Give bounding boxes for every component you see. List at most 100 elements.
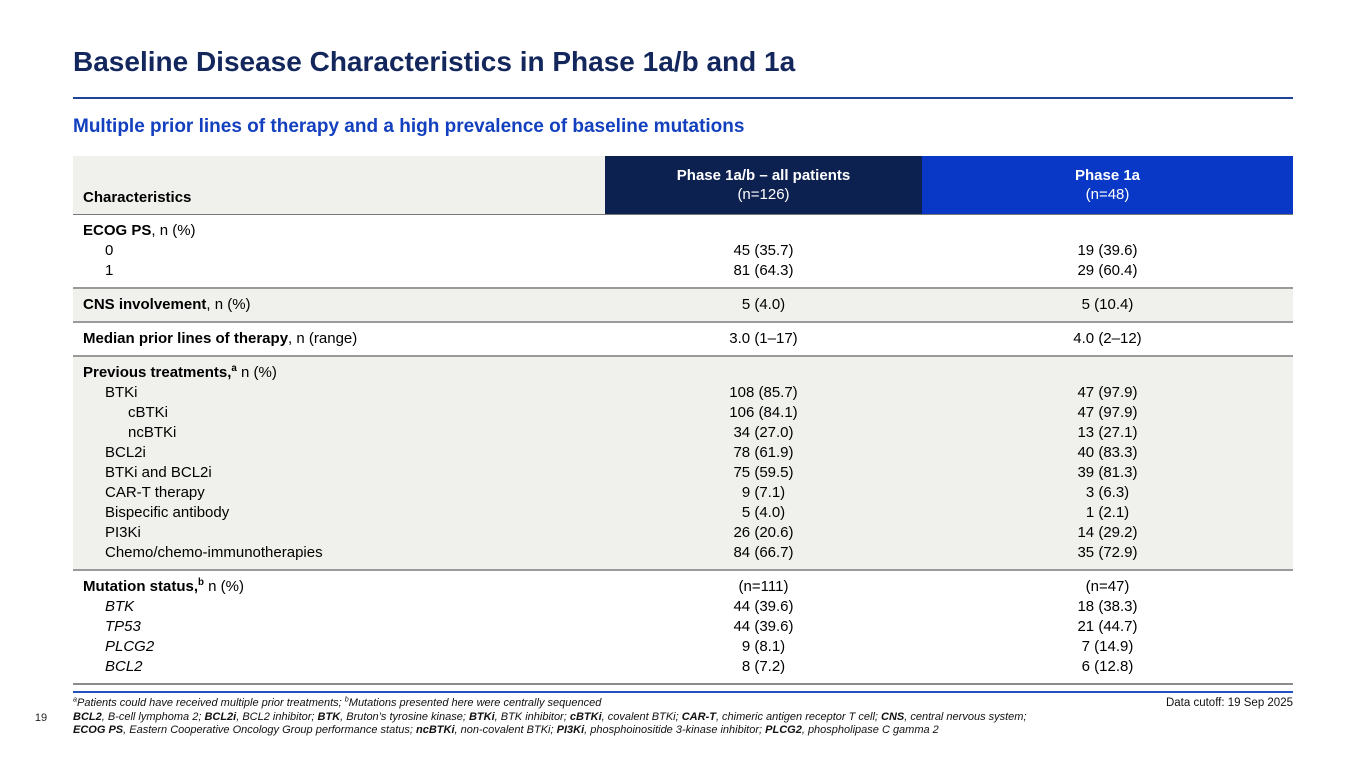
value-phase1a: 29 (60.4): [1077, 262, 1138, 279]
table-row: CAR-T therapy 9 (7.1) 3 (6.3): [73, 483, 1293, 503]
header-label: Phase 1a: [1074, 167, 1141, 184]
row-label: cBTKi: [128, 404, 169, 421]
header-cell-phase1ab: Phase 1a/b – all patients (n=126): [605, 156, 922, 214]
value-phase1a: 4.0 (2–12): [1073, 330, 1142, 347]
table-row: Mutation status,b n (%) (n=111) (n=47): [73, 577, 1293, 597]
row-label: BTKi and BCL2i: [105, 464, 212, 481]
table-row: CNS involvement, n (%) 5 (4.0) 5 (10.4): [73, 295, 1293, 315]
footnote-line: BCL2, B-cell lymphoma 2; BCL2i, BCL2 inh…: [73, 710, 1027, 723]
value-phase1ab: 9 (7.1): [741, 484, 786, 501]
row-label: ECOG PS, n (%): [83, 222, 196, 239]
row-label: PI3Ki: [105, 524, 141, 541]
value-phase1a: 7 (14.9): [1081, 638, 1134, 655]
row-label: ncBTKi: [128, 424, 177, 441]
value-phase1a: 6 (12.8): [1081, 658, 1134, 675]
page-number: 19: [34, 712, 48, 724]
row-label: BCL2i: [105, 444, 146, 461]
characteristics-table: Characteristics Phase 1a/b – all patient…: [73, 156, 1293, 685]
table-row: ECOG PS, n (%): [73, 221, 1293, 241]
value-phase1ab: 5 (4.0): [741, 504, 786, 521]
row-label: PLCG2: [105, 638, 155, 655]
table-group: Median prior lines of therapy, n (range)…: [73, 321, 1293, 355]
header-label: Phase 1a/b – all patients: [676, 167, 851, 184]
value-phase1ab: 84 (66.7): [733, 544, 794, 561]
header-sublabel: (n=126): [737, 186, 790, 203]
value-phase1a: 19 (39.6): [1077, 242, 1138, 259]
value-phase1a: 47 (97.9): [1077, 384, 1138, 401]
value-phase1a: 39 (81.3): [1077, 464, 1138, 481]
row-label: 0: [105, 242, 114, 259]
table-row: Median prior lines of therapy, n (range)…: [73, 329, 1293, 349]
value-phase1ab: 3.0 (1–17): [729, 330, 798, 347]
value-phase1ab: 26 (20.6): [733, 524, 794, 541]
row-label: Previous treatments,a n (%): [83, 363, 277, 381]
row-label: Mutation status,b n (%): [83, 577, 244, 595]
row-label: 1: [105, 262, 114, 279]
value-phase1a: 18 (38.3): [1077, 598, 1138, 615]
row-label: CAR-T therapy: [105, 484, 205, 501]
table-header-row: Characteristics Phase 1a/b – all patient…: [73, 156, 1293, 214]
value-phase1ab: 78 (61.9): [733, 444, 794, 461]
value-phase1ab: [605, 221, 922, 241]
value-phase1a: 35 (72.9): [1077, 544, 1138, 561]
table-group: ECOG PS, n (%) 0 45 (35.7) 19 (39.6) 1 81 (64…: [73, 215, 1293, 287]
slide-subtitle: Multiple prior lines of therapy and a hi…: [73, 116, 745, 137]
value-phase1ab: 81 (64.3): [733, 262, 794, 279]
value-phase1ab: 9 (8.1): [741, 638, 786, 655]
title-divider: [73, 97, 1293, 99]
row-label: Chemo/chemo-immunotherapies: [105, 544, 323, 561]
table-row: BTKi 108 (85.7) 47 (97.9): [73, 383, 1293, 403]
table-row: ncBTKi 34 (27.0) 13 (27.1): [73, 423, 1293, 443]
value-phase1a: [922, 363, 1293, 383]
header-sublabel: (n=48): [1085, 186, 1130, 203]
row-label: Median prior lines of therapy, n (range): [83, 330, 358, 347]
value-phase1ab: 5 (4.0): [741, 296, 786, 313]
value-phase1ab: 45 (35.7): [733, 242, 794, 259]
footnotes: aPatients could have received multiple p…: [73, 695, 1153, 738]
value-phase1a: 3 (6.3): [1085, 484, 1130, 501]
value-phase1a: 13 (27.1): [1077, 424, 1138, 441]
table-group: Mutation status,b n (%) (n=111) (n=47) BTK 4…: [73, 569, 1293, 683]
footnote-line: ECOG PS, Eastern Cooperative Oncology Gr…: [73, 724, 939, 736]
value-phase1a: 21 (44.7): [1077, 618, 1138, 635]
value-phase1a: 14 (29.2): [1077, 524, 1138, 541]
table-row: TP53 44 (39.6) 21 (44.7): [73, 617, 1293, 637]
table-row: Chemo/chemo-immunotherapies 84 (66.7) 35 (…: [73, 543, 1293, 563]
table-row: cBTKi 106 (84.1) 47 (97.9): [73, 403, 1293, 423]
table-group: Previous treatments,a n (%) BTKi 108 (85.7…: [73, 355, 1293, 569]
row-label: CNS involvement, n (%): [83, 296, 251, 313]
value-phase1a: [922, 221, 1293, 241]
value-phase1ab: [605, 363, 922, 383]
table-row: PLCG2 9 (8.1) 7 (14.9): [73, 637, 1293, 657]
row-label: Bispecific antibody: [105, 504, 230, 521]
table-body: ECOG PS, n (%) 0 45 (35.7) 19 (39.6) 1 81 (64…: [73, 214, 1293, 685]
table-row: Previous treatments,a n (%): [73, 363, 1293, 383]
value-phase1a: (n=47): [1085, 578, 1130, 595]
footnote-line: aPatients could have received multiple p…: [73, 695, 602, 709]
header-cell-phase1a: Phase 1a (n=48): [922, 156, 1293, 214]
table-row: BTKi and BCL2i 75 (59.5) 39 (81.3): [73, 463, 1293, 483]
row-label: BCL2: [105, 658, 143, 675]
value-phase1ab: (n=111): [738, 578, 789, 595]
value-phase1a: 5 (10.4): [1081, 296, 1134, 313]
value-phase1a: 1 (2.1): [1085, 504, 1130, 521]
value-phase1ab: 8 (7.2): [741, 658, 786, 675]
table-row: 1 81 (64.3) 29 (60.4): [73, 261, 1293, 281]
table-row: BTK 44 (39.6) 18 (38.3): [73, 597, 1293, 617]
table-row: BCL2i 78 (61.9) 40 (83.3): [73, 443, 1293, 463]
value-phase1ab: 44 (39.6): [733, 618, 794, 635]
data-cutoff-label: Data cutoff: 19 Sep 2025: [1165, 697, 1293, 709]
value-phase1ab: 106 (84.1): [729, 404, 798, 421]
table-row: Bispecific antibody 5 (4.0) 1 (2.1): [73, 503, 1293, 523]
footer-divider: [73, 691, 1293, 693]
row-label: BTKi: [105, 384, 138, 401]
table-row: PI3Ki 26 (20.6) 14 (29.2): [73, 523, 1293, 543]
header-label: Characteristics: [83, 189, 192, 206]
page-title: Baseline Disease Characteristics in Phas…: [73, 46, 796, 77]
header-cell-characteristics: Characteristics: [73, 156, 605, 214]
value-phase1ab: 34 (27.0): [733, 424, 794, 441]
row-label: BTK: [105, 598, 135, 615]
row-label: TP53: [105, 618, 141, 635]
table-row: BCL2 8 (7.2) 6 (12.8): [73, 657, 1293, 677]
